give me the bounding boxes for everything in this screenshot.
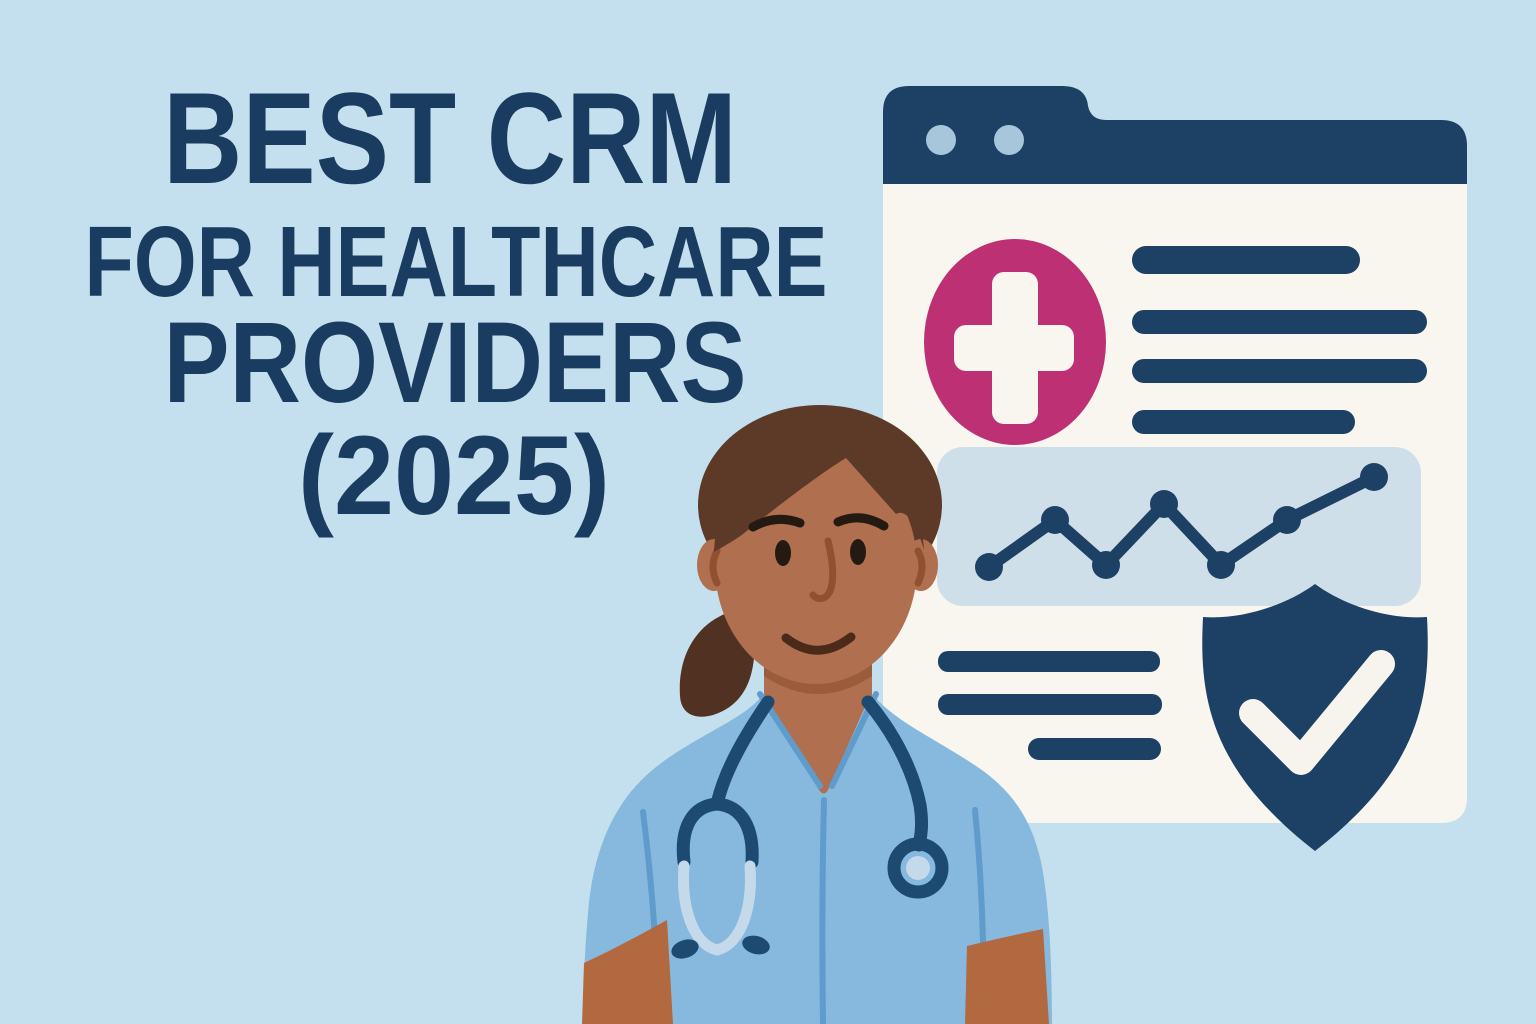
- title-line-4: (2025): [298, 413, 610, 538]
- text-line: [1132, 359, 1427, 383]
- tab-dot-1: [926, 125, 956, 155]
- chest-v: [768, 700, 868, 794]
- chart-point: [1041, 506, 1069, 534]
- stethoscope: [671, 695, 949, 959]
- text-line: [938, 651, 1160, 672]
- left-arm: [582, 920, 673, 1024]
- left-eyebrow: [748, 514, 805, 532]
- nurse-illustration: [582, 405, 1052, 1024]
- chart-point: [1207, 551, 1235, 579]
- right-arm: [965, 929, 1049, 1024]
- text-line: [938, 694, 1162, 715]
- browser-titlebar: [883, 86, 1467, 184]
- stethoscope-chestpiece: [887, 837, 949, 899]
- nose: [809, 537, 837, 602]
- chart-point: [1273, 506, 1301, 534]
- stethoscope-ear-tip-left: [671, 939, 699, 959]
- chart-point: [975, 553, 1003, 581]
- stethoscope-ear-tube-loop: [678, 860, 756, 956]
- left-eye: [775, 540, 791, 566]
- chart-point: [1150, 490, 1178, 518]
- text-line: [1028, 738, 1161, 760]
- medical-cross-icon: [954, 272, 1074, 424]
- checkmark-icon: [1239, 650, 1395, 775]
- text-line: [1132, 246, 1360, 274]
- line-chart: [975, 463, 1388, 581]
- trend-chart-panel: [937, 447, 1421, 606]
- text-line: [1132, 410, 1355, 434]
- medical-cross-badge: [924, 239, 1106, 445]
- title-block: BEST CRM FOR HEALTHCARE PROVIDERS (2025): [85, 65, 828, 538]
- stethoscope-binaural-arc: [676, 797, 759, 869]
- hair-fringe: [714, 428, 924, 552]
- mouth: [781, 632, 856, 655]
- text-line: [1132, 310, 1427, 334]
- right-ear: [904, 539, 938, 591]
- title-line-3: PROVIDERS: [164, 299, 747, 427]
- text-skeleton-bottom: [938, 651, 1162, 760]
- tab-dot-2: [994, 125, 1024, 155]
- security-shield: [1202, 584, 1428, 851]
- right-shoulder-seam: [972, 807, 986, 945]
- stethoscope-ear-tip-right: [742, 935, 770, 955]
- chart-point: [1360, 463, 1388, 491]
- stethoscope-tube-left: [711, 695, 775, 807]
- chart-point: [1092, 551, 1120, 579]
- title-line-1: BEST CRM: [163, 65, 737, 211]
- stethoscope-tube-right: [861, 695, 929, 852]
- left-ear: [697, 539, 731, 591]
- text-skeleton-right: [1132, 246, 1427, 434]
- title-line-2: FOR HEALTHCARE: [85, 206, 828, 318]
- center-seam: [819, 797, 827, 1024]
- shield-icon: [1202, 584, 1428, 851]
- browser-window: [883, 86, 1467, 851]
- right-eyebrow: [833, 513, 889, 531]
- right-eye: [850, 539, 866, 565]
